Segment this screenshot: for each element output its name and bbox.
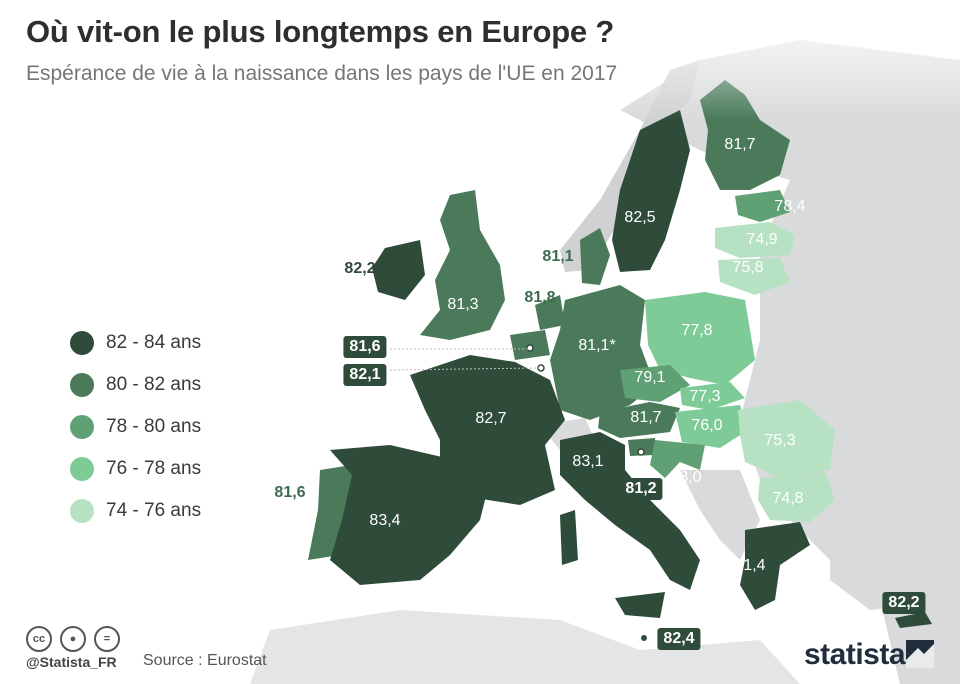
luxembourg-leader [389, 367, 540, 371]
cc-license-icon: cc [26, 626, 52, 652]
legend-item: 74 - 76 ans [70, 490, 201, 532]
label-lettonie: 74,9 [746, 231, 778, 248]
label-slovaquie: 77,3 [689, 388, 721, 405]
country-sardaigne [560, 510, 578, 565]
legend-label: 74 - 76 ans [106, 500, 202, 521]
label-croatie: 78,0 [670, 469, 702, 486]
label-luxembourg: 82,1 [343, 364, 387, 386]
country-suede [612, 110, 690, 272]
land-balkans [680, 470, 760, 560]
label-hongrie: 76,0 [691, 417, 723, 434]
label-portugal: 81,6 [274, 484, 306, 501]
statista-logo: statista [804, 638, 906, 671]
country-tchequie [620, 365, 690, 402]
legend-item: 80 - 82 ans [70, 364, 201, 406]
country-lituanie [718, 258, 790, 295]
belgique-marker [526, 344, 534, 352]
label-grece: 81,4 [734, 557, 766, 574]
label-suede: 82,5 [624, 209, 656, 226]
legend-item: 82 - 84 ans [70, 322, 201, 364]
label-espagne: 83,4 [369, 512, 401, 529]
statista-mark-icon [906, 640, 934, 668]
legend-swatch [70, 373, 94, 397]
label-pologne: 77,8 [681, 322, 713, 339]
label-lituanie: 75,8 [732, 259, 764, 276]
label-belgique: 81,6 [343, 336, 387, 358]
country-chypre [895, 612, 932, 628]
land-north-africa [250, 610, 800, 684]
country-lettonie [715, 222, 795, 258]
country-danemark [580, 228, 610, 285]
label-royaume-uni: 81,3 [447, 296, 479, 313]
label-tchequie: 79,1 [634, 369, 666, 386]
legend-label: 82 - 84 ans [106, 332, 202, 353]
country-slovenie [628, 438, 655, 456]
country-grece [740, 522, 810, 610]
country-hongrie [675, 405, 748, 448]
label-estonie: 78,4 [774, 198, 806, 215]
page-title: Où vit-on le plus longtemps en Europe ? [26, 14, 615, 49]
country-bulgarie [758, 472, 835, 522]
legend-label: 78 - 80 ans [106, 416, 202, 437]
label-finlande: 81,7 [724, 136, 756, 153]
country-royaume-uni [420, 190, 505, 340]
legend-label: 76 - 78 ans [106, 458, 202, 479]
country-slovaquie [680, 382, 745, 410]
country-irlande [372, 240, 425, 300]
label-irlande: 82,2 [344, 260, 376, 277]
label-danemark: 81,1 [542, 248, 574, 265]
legend-label: 80 - 82 ans [106, 374, 202, 395]
label-allemagne: 81,1* [578, 337, 616, 354]
country-pologne [645, 292, 755, 385]
top-fade [0, 0, 960, 120]
label-malte: 82,4 [657, 628, 701, 650]
source-note: Source : Eurostat [143, 652, 267, 669]
page-subtitle: Espérance de vie à la naissance dans les… [26, 62, 618, 85]
label-italie: 83,1 [572, 453, 604, 470]
attribution-icon: ● [60, 626, 86, 652]
label-pays-bas: 81,8 [524, 289, 556, 306]
label-chypre: 82,2 [882, 592, 926, 614]
legend-swatch [70, 415, 94, 439]
legend-swatch [70, 457, 94, 481]
label-slovenie: 81,2 [619, 478, 663, 500]
land-north-east [620, 40, 960, 684]
legend-swatch [70, 499, 94, 523]
country-espagne [330, 445, 490, 585]
slovenie-marker [637, 448, 645, 456]
label-autriche: 81,7 [630, 409, 662, 426]
country-italie [560, 432, 700, 590]
legend-item: 76 - 78 ans [70, 448, 201, 490]
label-bulgarie: 74,8 [772, 490, 804, 507]
country-autriche [598, 402, 680, 438]
country-croatie [650, 440, 705, 478]
legend-item: 78 - 80 ans [70, 406, 201, 448]
label-roumanie: 75,3 [764, 432, 796, 449]
country-sicile [615, 592, 665, 618]
country-malte [641, 635, 647, 641]
legend: 82 - 84 ans 80 - 82 ans 78 - 80 ans 76 -… [70, 322, 201, 532]
land-turkey [830, 520, 960, 610]
twitter-handle: @Statista_FR [26, 654, 117, 670]
country-roumanie [738, 400, 835, 478]
country-pays-bas [535, 295, 565, 330]
country-estonie [735, 190, 790, 222]
legend-swatch [70, 331, 94, 355]
no-derivatives-icon: = [94, 626, 120, 652]
label-france: 82,7 [475, 410, 507, 427]
